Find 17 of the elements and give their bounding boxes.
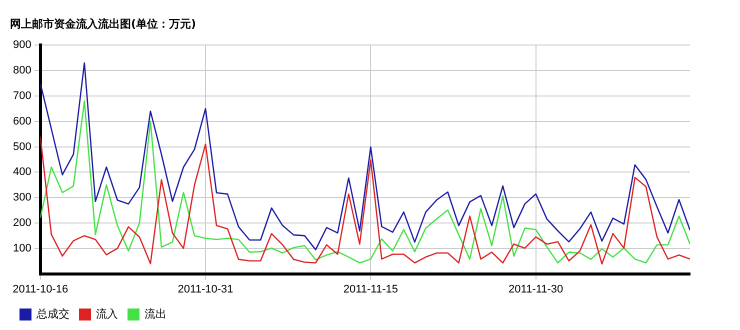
- y-tick-label: 400: [12, 166, 32, 178]
- y-tick-label: 500: [12, 140, 32, 153]
- legend-label: 流出: [144, 307, 166, 320]
- x-tick-label: 2011-11-30: [508, 283, 564, 296]
- x-tick-label: 2011-11-15: [343, 283, 398, 296]
- x-tick-label: 2011-10-31: [178, 283, 234, 296]
- y-tick-label: 200: [12, 217, 32, 230]
- y-tick-label: 700: [12, 90, 32, 102]
- legend-label: 流入: [96, 307, 118, 320]
- y-tick-label: 900: [12, 39, 32, 52]
- y-tick-label: 800: [12, 64, 32, 77]
- chart-title: 网上邮市资金流入流出图(单位：万元): [10, 17, 196, 30]
- y-tick-label: 300: [12, 192, 32, 204]
- y-tick-label: 100: [12, 242, 32, 254]
- y-tick-label: 600: [12, 115, 32, 128]
- x-tick-label: 2011-10-16: [12, 283, 68, 296]
- legend-label: 总成交: [36, 307, 70, 320]
